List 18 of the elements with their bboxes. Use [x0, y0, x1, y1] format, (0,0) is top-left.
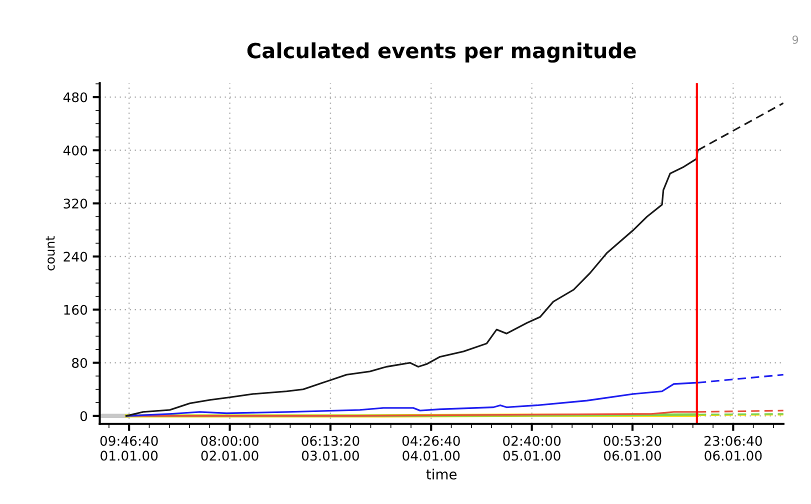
x-tick-label: 00:53:20 06.01.00 [604, 436, 662, 461]
x-tick-label: 09:46:40 01.01.00 [100, 436, 158, 461]
x-tick-label: 02:40:00 05.01.00 [503, 436, 561, 461]
y-tick-label: 80 [72, 358, 88, 368]
y-axis-title: count [46, 236, 55, 270]
chart-title: Calculated events per magnitude [247, 42, 636, 63]
x-axis-title: time [426, 468, 457, 480]
text: 9 [792, 35, 798, 44]
y-tick-label: 0 [80, 411, 88, 422]
y-tick-label: 320 [64, 198, 88, 209]
y-tick-label: 240 [64, 252, 88, 262]
y-tick-label: 160 [64, 304, 88, 315]
y-tick-label: 400 [63, 145, 88, 156]
x-tick-label: 04:26:40 04.01.00 [402, 436, 460, 461]
y-tick-label: 480 [63, 92, 88, 102]
x-tick-label: 08:00:00 02.01.00 [201, 436, 259, 461]
x-tick-label: 23:06:40 06.01.00 [704, 436, 762, 461]
x-tick-label: 06:13:20 03.01.00 [302, 436, 360, 461]
